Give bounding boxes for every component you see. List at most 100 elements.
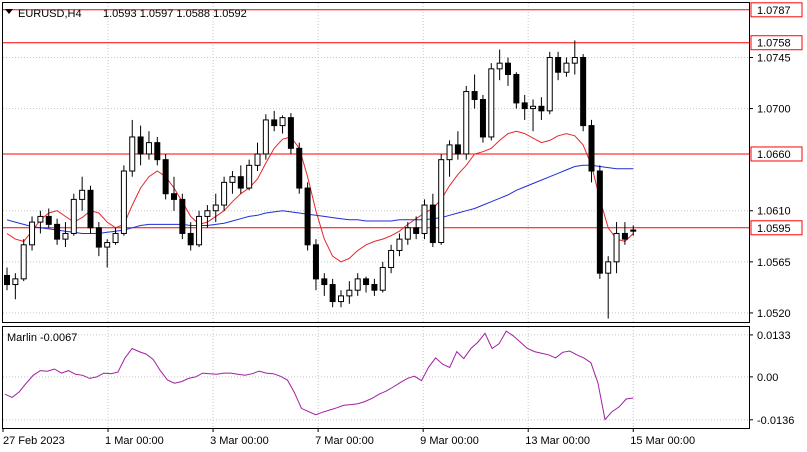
candle [621, 222, 628, 245]
candle [538, 97, 545, 120]
candle-body [421, 204, 428, 234]
candle [530, 99, 537, 132]
ohlc-values: 1.0593 1.0597 1.0588 1.0592 [103, 8, 247, 20]
candle-body [630, 229, 637, 232]
level-tag [750, 146, 803, 162]
candle [346, 281, 353, 304]
level-tag-label: 1.0660 [757, 149, 791, 161]
x-tick-label: 13 Mar 00:00 [525, 435, 590, 447]
candle-body [513, 74, 520, 104]
candle-body [221, 181, 228, 206]
candle-body [588, 125, 595, 172]
candle [54, 218, 61, 245]
candle-body [404, 227, 411, 240]
candle-body [546, 56, 553, 112]
candle-body [237, 176, 244, 189]
candle-body [20, 244, 27, 280]
candle-body [571, 56, 578, 64]
candle [630, 225, 637, 236]
candle-body [354, 278, 361, 291]
candle [112, 227, 119, 245]
candle-body [454, 144, 461, 155]
candle [446, 140, 453, 177]
candle [413, 216, 420, 240]
candle-body [279, 117, 286, 127]
candle-body [379, 267, 386, 291]
candle-body [104, 242, 111, 248]
candle-body [321, 278, 328, 286]
candle-body [438, 159, 445, 244]
candle [129, 119, 136, 177]
y-tick-label: 1.0520 [757, 308, 791, 320]
symbol-dropdown-icon[interactable] [5, 9, 13, 14]
candle-body [329, 284, 336, 303]
candle-body [621, 232, 628, 240]
candle [79, 176, 86, 211]
candle [237, 165, 244, 194]
candle-body [129, 136, 136, 172]
candle [87, 185, 94, 234]
candle-body [12, 278, 19, 286]
candle-body [413, 227, 420, 234]
candle-body [346, 289, 353, 297]
candle [120, 165, 127, 236]
candle [287, 113, 294, 154]
indicator-axis: 0.0133 0.00 -0.0136 [749, 330, 794, 427]
candle-body [179, 198, 186, 234]
candle-body [555, 56, 562, 73]
candle [279, 115, 286, 134]
osc-tick-label: -0.0136 [757, 415, 794, 427]
candle-body [145, 142, 152, 155]
candle-body [496, 62, 503, 70]
candle-body [304, 187, 311, 246]
candle [463, 85, 470, 160]
candle-body [254, 153, 261, 166]
candle-body [212, 204, 219, 212]
level-tag [750, 35, 803, 51]
level-tag-label: 1.0758 [757, 38, 791, 50]
candle [513, 72, 520, 109]
candle [363, 276, 370, 293]
candle [379, 261, 386, 293]
candle [95, 222, 102, 257]
y-tick-label: 1.0700 [757, 104, 791, 116]
candle [171, 176, 177, 211]
candle [555, 51, 562, 81]
candle [254, 142, 261, 172]
ma-fast-line [6, 130, 634, 263]
candle-body [171, 193, 177, 200]
ma-slow-line [6, 164, 634, 234]
candle-body [70, 198, 77, 234]
candle [212, 193, 219, 223]
price-axis[interactable]: 1.0745 1.0700 1.0610 1.0565 1.0520 [749, 52, 791, 320]
candle [396, 233, 403, 257]
candle-body [296, 147, 303, 189]
candle [521, 94, 528, 120]
x-tick-label: 7 Mar 00:00 [315, 435, 374, 447]
candle [70, 193, 77, 236]
candle-body [112, 232, 119, 244]
candle-body [62, 232, 69, 240]
candle [438, 153, 445, 245]
candle-body [54, 223, 61, 240]
candle-body [162, 159, 169, 195]
candle [496, 49, 503, 81]
candle-body [271, 119, 278, 127]
grid-lines [3, 3, 749, 428]
candle [271, 110, 278, 132]
candle-body [229, 176, 236, 183]
candle [262, 114, 269, 160]
moving-averages [6, 130, 634, 263]
level-lines[interactable]: 1.0787 1.0758 1.0660 1.0595 [3, 2, 803, 236]
candle-body [246, 164, 253, 189]
level-tag [750, 220, 803, 236]
candle-body [446, 144, 453, 161]
candle-body [95, 227, 102, 248]
candle-body [187, 232, 194, 246]
candle [162, 153, 169, 200]
candle [505, 57, 511, 86]
time-axis: 27 Feb 2023 1 Mar 00:00 3 Mar 00:00 7 Mar 0… [2, 428, 695, 447]
candle-body [196, 215, 203, 246]
candle [196, 210, 203, 248]
